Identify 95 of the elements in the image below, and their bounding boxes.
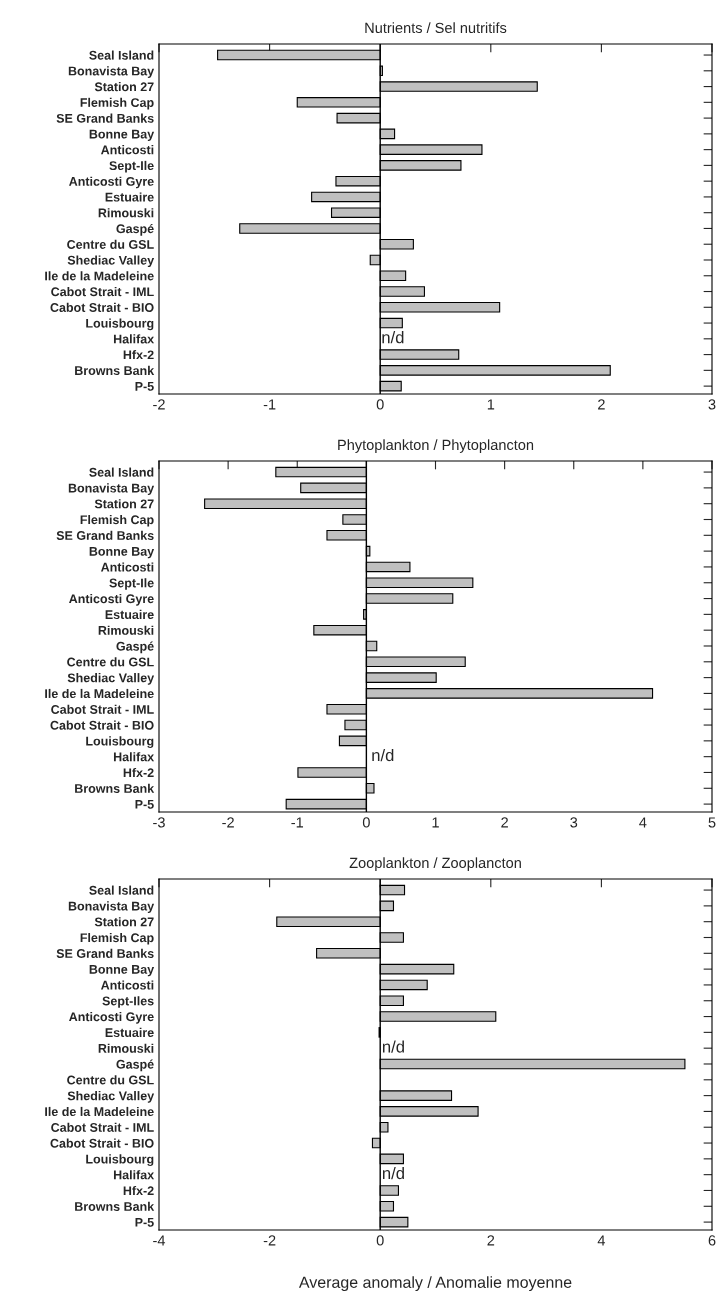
y-tick-label: Cabot Strait - IML bbox=[51, 1122, 154, 1132]
x-tick-label: 2 bbox=[487, 1235, 495, 1246]
x-tick-label: -2 bbox=[222, 817, 234, 828]
x-tick-label: 0 bbox=[376, 399, 384, 410]
y-tick-label: Estuaire bbox=[105, 609, 154, 620]
x-tick-label: 1 bbox=[432, 817, 439, 828]
y-tick-label: SE Grand Banks bbox=[56, 948, 154, 958]
y-tick-label: Ile de la Madeleine bbox=[45, 688, 154, 699]
y-tick-label: SE Grand Banks bbox=[56, 530, 154, 540]
x-tick-label: 6 bbox=[708, 1235, 716, 1246]
y-tick-label: Gaspé bbox=[116, 223, 154, 236]
x-tick-label: 2 bbox=[501, 817, 508, 828]
y-tick-label: Flemish Cap bbox=[80, 932, 154, 945]
x-tick-label: 1 bbox=[487, 399, 495, 410]
y-tick-label: Louisbourg bbox=[86, 1154, 154, 1167]
y-tick-label: Anticosti Gyre bbox=[69, 594, 154, 606]
y-tick-label: Halifax bbox=[113, 752, 155, 762]
y-tick-label: Shediac Valley bbox=[67, 1091, 155, 1103]
x-tick-label: 3 bbox=[708, 399, 716, 410]
y-tick-label: Anticosti bbox=[100, 980, 154, 990]
y-tick-label: Cabot Strait - BIO bbox=[50, 720, 154, 730]
y-tick-label: Anticosti bbox=[100, 145, 154, 155]
x-axis-title: Average anomaly / Anomalie moyenne bbox=[298, 1276, 572, 1292]
y-tick-label: Flemish Cap bbox=[80, 97, 154, 110]
y-tick-label: Seal Island bbox=[89, 50, 154, 60]
y-tick-label: Halifax bbox=[113, 1170, 155, 1180]
x-tick-label: -2 bbox=[153, 399, 165, 410]
y-tick-label: Anticosti Gyre bbox=[69, 176, 154, 189]
y-tick-label: Ile de la Madeleine bbox=[45, 1106, 154, 1117]
x-tick-label: 5 bbox=[708, 817, 716, 828]
y-tick-label: Sept-Iles bbox=[102, 996, 154, 1008]
x-tick-label: 0 bbox=[376, 1235, 384, 1246]
y-tick-label: Flemish Cap bbox=[80, 514, 154, 527]
y-tick-label: Station 27 bbox=[94, 82, 154, 92]
y-tick-label: Seal Island bbox=[89, 885, 154, 895]
y-tick-label: Browns Bank bbox=[75, 365, 155, 375]
y-tick-label: Sept-Ile bbox=[109, 160, 154, 173]
y-tick-label: SE Grand Banks bbox=[56, 113, 154, 123]
y-tick-label: P-5 bbox=[135, 382, 154, 391]
y-tick-label: Hfx-2 bbox=[123, 350, 154, 360]
y-tick-label: Browns Bank bbox=[75, 1201, 155, 1211]
y-tick-label: Centre du GSL bbox=[67, 239, 154, 249]
y-tick-label: Ile de la Madeleine bbox=[45, 271, 154, 281]
y-tick-label: Seal Island bbox=[89, 467, 154, 477]
x-tick-label: 4 bbox=[597, 1235, 606, 1246]
y-tick-label: Estuaire bbox=[105, 192, 154, 202]
y-tick-label: Rimouski bbox=[98, 208, 154, 218]
chart-title: Nutrients / Sel nutritifs bbox=[365, 22, 507, 34]
y-tick-label: Halifax bbox=[113, 334, 155, 344]
y-tick-label: Rimouski bbox=[98, 1043, 154, 1053]
x-tick-label: -4 bbox=[153, 1235, 166, 1246]
y-tick-label: P-5 bbox=[135, 1218, 154, 1227]
x-tick-label: -3 bbox=[153, 817, 165, 828]
x-tick-label: 2 bbox=[598, 399, 605, 410]
y-tick-label: Gaspé bbox=[116, 1059, 154, 1072]
x-tick-label: -1 bbox=[291, 817, 304, 828]
annotation: n/d bbox=[382, 1040, 404, 1053]
y-tick-label: P-5 bbox=[135, 800, 154, 809]
y-tick-label: Shediac Valley bbox=[67, 673, 155, 685]
chart-title: Zooplankton / Zooplancton bbox=[349, 857, 521, 871]
y-tick-label: Anticosti Gyre bbox=[69, 1012, 154, 1024]
y-tick-label: Shediac Valley bbox=[67, 255, 155, 268]
y-tick-label: Rimouski bbox=[98, 625, 154, 635]
y-tick-label: Browns Bank bbox=[75, 783, 155, 793]
y-tick-label: Bonavista Bay bbox=[68, 483, 155, 495]
y-tick-label: Anticosti bbox=[100, 562, 154, 572]
y-tick-label: Cabot Strait - BIO bbox=[50, 302, 154, 312]
y-tick-label: Cabot Strait - IML bbox=[51, 704, 154, 714]
y-tick-label: Gaspé bbox=[116, 641, 154, 654]
y-tick-label: Bonne Bay bbox=[89, 965, 155, 977]
y-tick-label: Bonne Bay bbox=[89, 129, 155, 141]
y-tick-label: Cabot Strait - BIO bbox=[50, 1138, 154, 1148]
annotation: n/d bbox=[382, 1166, 404, 1180]
y-tick-label: Louisbourg bbox=[86, 318, 154, 331]
y-tick-label: Bonavista Bay bbox=[68, 901, 155, 913]
y-tick-label: Station 27 bbox=[94, 499, 154, 509]
y-tick-label: Hfx-2 bbox=[123, 767, 154, 777]
y-tick-label: Louisbourg bbox=[86, 736, 154, 749]
y-tick-label: Station 27 bbox=[94, 917, 154, 927]
chart-title: Phytoplankton / Phytoplancton bbox=[338, 439, 534, 453]
x-tick-label: -2 bbox=[263, 1235, 276, 1246]
x-tick-label: -1 bbox=[263, 399, 276, 410]
y-tick-label: Centre du GSL bbox=[67, 1075, 154, 1085]
x-tick-label: 0 bbox=[362, 817, 370, 828]
y-tick-label: Bonavista Bay bbox=[68, 66, 155, 78]
y-tick-label: Estuaire bbox=[105, 1027, 154, 1038]
y-tick-label: Bonne Bay bbox=[89, 547, 155, 559]
x-tick-label: 4 bbox=[639, 817, 647, 828]
y-tick-label: Hfx-2 bbox=[123, 1185, 154, 1195]
y-tick-label: Sept-Ile bbox=[109, 578, 154, 590]
y-tick-label: Centre du GSL bbox=[67, 657, 154, 667]
annotation: n/d bbox=[382, 331, 404, 344]
y-tick-label: Cabot Strait - IML bbox=[51, 286, 154, 297]
annotation: n/d bbox=[372, 748, 394, 762]
x-tick-label: 3 bbox=[570, 817, 578, 828]
